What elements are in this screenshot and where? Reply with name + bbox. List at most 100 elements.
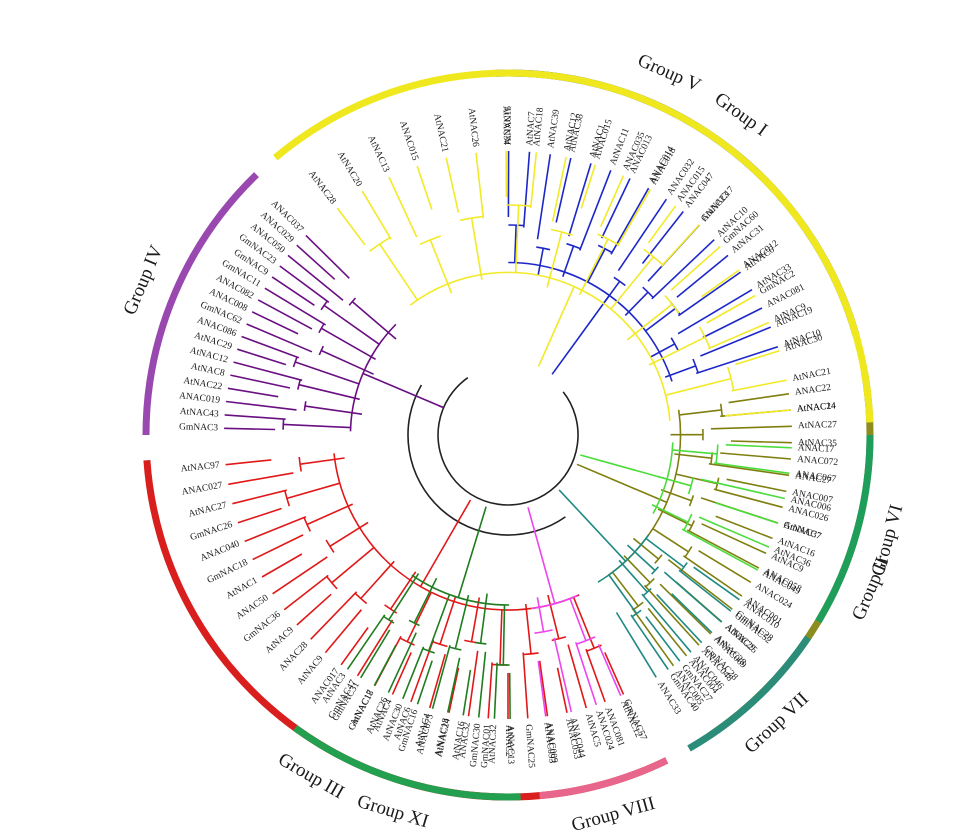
clade-stem: [547, 594, 560, 639]
leaf-label: AtNAC1: [225, 576, 260, 602]
clade-stem: [652, 528, 689, 553]
leaf-branch: [296, 593, 332, 626]
leaf-branch: [555, 157, 572, 223]
clade-stem: [323, 304, 380, 345]
clade-arc: [534, 629, 553, 634]
leaf-branch: [225, 459, 272, 466]
group-stem: [608, 477, 668, 504]
clade-arc: [419, 235, 442, 246]
leaf-label: AtNAC18: [532, 107, 546, 147]
leaf-branch: [700, 326, 772, 357]
clade-stem: [608, 574, 638, 614]
leaf-branch: [701, 523, 767, 555]
leaf-branch: [428, 653, 446, 709]
clade-stem: [298, 383, 360, 401]
group-stem: [362, 372, 444, 409]
leaf-branch: [643, 584, 700, 646]
group-label: Group V: [634, 50, 704, 96]
clade-stem: [632, 537, 660, 560]
leaf-branch: [682, 555, 743, 597]
leaf-branch: [536, 154, 552, 240]
leaf-branch: [448, 667, 460, 713]
leaf-label: AtNAC13: [365, 134, 391, 174]
clade-arc: [597, 233, 619, 246]
clade-stem: [406, 591, 433, 643]
leaf-branch: [264, 287, 327, 326]
clade-stem: [618, 559, 648, 593]
clade-arc: [292, 356, 298, 368]
group-arc: [273, 69, 874, 423]
root-stem: [576, 463, 610, 479]
clade-arc: [449, 646, 462, 651]
leaf-branch: [707, 321, 770, 350]
clade-stem: [294, 361, 360, 385]
leaf-label: AtNAC21: [431, 113, 449, 154]
clade-arc: [474, 641, 487, 645]
group-label: Group IV: [119, 242, 167, 318]
clade-stem: [672, 449, 718, 455]
clade-stem: [360, 560, 395, 600]
clade-stem: [569, 598, 587, 641]
leaf-label: AtNAC39: [546, 109, 562, 149]
leaf-branch: [695, 345, 779, 375]
leaf-branch: [360, 629, 391, 679]
leaf-label: ANAC027: [181, 481, 224, 498]
leaf-branch: [585, 648, 606, 703]
root-stem: [551, 341, 577, 375]
clade-arc: [643, 248, 664, 266]
leaf-label: ANAC015: [397, 120, 420, 162]
leaf-branch: [730, 440, 792, 444]
leaf-branch: [670, 245, 721, 291]
leaf-branch: [735, 350, 780, 366]
leaf-branch: [391, 652, 412, 695]
leaf-branch: [224, 427, 276, 431]
group-stem: [574, 294, 611, 343]
leaf-label: ANAC22: [794, 383, 832, 398]
root-stem: [527, 507, 539, 542]
leaf-branch: [706, 294, 756, 324]
clade-stem: [623, 555, 651, 584]
group-arc: [142, 172, 259, 436]
leaf-branch: [597, 643, 622, 697]
clade-stem: [306, 503, 354, 526]
leaf-branch: [659, 583, 712, 635]
group-stem: [537, 286, 575, 367]
leaf-branch: [726, 478, 787, 493]
leaf-branch: [462, 669, 472, 716]
clade-stem: [283, 423, 351, 429]
leaf-branch: [663, 571, 723, 623]
leaf-branch: [617, 198, 668, 272]
clade-stem: [525, 604, 532, 654]
leaf-branch: [361, 190, 392, 240]
clade-stem: [587, 248, 606, 283]
clade-arc: [399, 637, 415, 646]
group-label: Group XI: [355, 791, 431, 833]
leaf-branch: [641, 593, 692, 653]
clade-stem: [499, 609, 503, 665]
clade-stem: [514, 205, 520, 273]
root-stem: [580, 454, 605, 463]
leaf-branch: [324, 609, 363, 654]
leaf-branch: [416, 660, 433, 705]
leaf-branch: [271, 276, 315, 306]
leaf-label: AtNAC13: [505, 725, 515, 764]
leaf-branch: [475, 152, 485, 219]
leaf-branch: [387, 632, 417, 693]
leaf-branch: [310, 591, 358, 640]
leaf-branch: [279, 265, 330, 303]
clade-stem: [329, 521, 369, 547]
clade-arc: [318, 323, 325, 334]
leaf-branch: [714, 501, 779, 524]
leaf-branch: [710, 425, 792, 430]
clade-stem: [611, 571, 639, 607]
leaf-branch: [615, 612, 657, 678]
clade-stem: [321, 327, 376, 360]
leaf-branch: [580, 164, 597, 209]
leaf-branch: [487, 662, 493, 719]
leaf-branch: [556, 667, 568, 713]
clade-stem: [626, 303, 673, 341]
leaf-branch: [538, 660, 549, 717]
leaf-label: AtNAC20: [335, 150, 364, 189]
clade-stem: [645, 307, 676, 332]
